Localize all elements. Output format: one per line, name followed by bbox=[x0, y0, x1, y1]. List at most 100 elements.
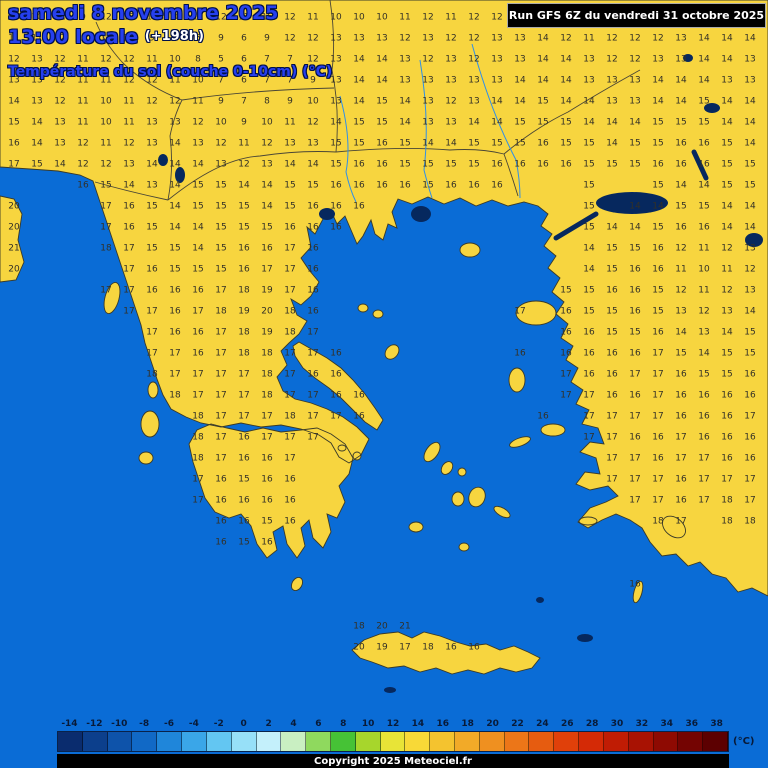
temp-value: 11 bbox=[307, 12, 319, 23]
temp-value: 14 bbox=[606, 222, 618, 233]
temp-value: 16 bbox=[238, 453, 250, 464]
temp-value: 14 bbox=[192, 222, 204, 233]
temp-value: 17 bbox=[123, 306, 135, 317]
temp-value: 16 bbox=[353, 180, 365, 191]
temp-value: 14 bbox=[514, 75, 526, 86]
temp-value: 13 bbox=[146, 117, 158, 128]
temp-value: 11 bbox=[123, 33, 135, 44]
scale-tick-label: 34 bbox=[660, 719, 674, 729]
temp-value: 16 bbox=[675, 411, 687, 422]
temp-value: 18 bbox=[284, 411, 296, 422]
temp-value: 16 bbox=[307, 201, 319, 212]
temp-value: 14 bbox=[537, 54, 549, 65]
temp-value: 17 bbox=[652, 348, 664, 359]
temp-value: 16 bbox=[652, 453, 664, 464]
temp-value: 18 bbox=[721, 495, 733, 506]
scale-tick-label: 18 bbox=[461, 719, 474, 729]
temp-value: 18 bbox=[284, 306, 296, 317]
temp-value: 15 bbox=[652, 117, 664, 128]
lakes-and-straits bbox=[158, 54, 763, 693]
temp-value: 16 bbox=[284, 516, 296, 527]
temp-value: 14 bbox=[698, 348, 710, 359]
temp-value: 14 bbox=[721, 33, 733, 44]
temp-value: 16 bbox=[652, 432, 664, 443]
temp-value: 14 bbox=[238, 180, 250, 191]
temp-value: 14 bbox=[330, 117, 342, 128]
temp-value: 11 bbox=[721, 264, 733, 275]
temp-value: 12 bbox=[445, 96, 457, 107]
temp-value: 12 bbox=[146, 96, 158, 107]
temp-value: 17 bbox=[652, 474, 664, 485]
temp-value: 15 bbox=[491, 138, 503, 149]
temp-value: 15 bbox=[399, 159, 411, 170]
temp-value: 20 bbox=[8, 264, 20, 275]
temp-value: 14 bbox=[560, 96, 572, 107]
temp-value: 15 bbox=[560, 285, 572, 296]
temp-value: 13 bbox=[146, 12, 158, 23]
temp-value: 11 bbox=[284, 117, 296, 128]
temp-value: 12 bbox=[284, 33, 296, 44]
temp-value: 15 bbox=[606, 327, 618, 338]
temp-value: 11 bbox=[675, 264, 687, 275]
temp-value: 11 bbox=[100, 138, 112, 149]
temp-value: 13 bbox=[744, 285, 756, 296]
scale-tick-label: 32 bbox=[635, 719, 649, 729]
scale-color-cell bbox=[455, 732, 480, 751]
temp-value: 17 bbox=[583, 390, 595, 401]
temp-value: 13 bbox=[675, 33, 687, 44]
scale-color-cell bbox=[479, 732, 505, 751]
temp-value: 17 bbox=[146, 306, 158, 317]
temp-value: 12 bbox=[422, 54, 434, 65]
scale-color-cell bbox=[703, 732, 728, 751]
temp-value: 17 bbox=[284, 285, 296, 296]
temp-value: 16 bbox=[330, 222, 342, 233]
temp-value: 12 bbox=[54, 96, 66, 107]
temp-value: 18 bbox=[721, 516, 733, 527]
temp-value: 16 bbox=[629, 285, 641, 296]
temp-value: 14 bbox=[399, 117, 411, 128]
temp-value: 13 bbox=[376, 33, 388, 44]
temp-value: 15 bbox=[744, 348, 756, 359]
temp-value: 6 bbox=[241, 75, 247, 86]
temp-value: 14 bbox=[491, 96, 503, 107]
temp-value: 13 bbox=[468, 96, 480, 107]
temp-value: 10 bbox=[307, 96, 319, 107]
temp-value: 14 bbox=[721, 117, 733, 128]
temp-value: 7 bbox=[264, 75, 270, 86]
temp-value: 13 bbox=[744, 75, 756, 86]
temp-value: 12 bbox=[8, 54, 20, 65]
temp-value: 16 bbox=[307, 285, 319, 296]
temp-value: 20 bbox=[261, 306, 273, 317]
temp-value: 16 bbox=[652, 327, 664, 338]
temp-value: 12 bbox=[100, 159, 112, 170]
temp-value: 11 bbox=[698, 243, 710, 254]
temp-value: 17 bbox=[307, 390, 319, 401]
temp-value: 13 bbox=[629, 96, 641, 107]
temp-value: 16 bbox=[238, 243, 250, 254]
temp-value: 11 bbox=[399, 12, 411, 23]
temp-value: 15 bbox=[629, 243, 641, 254]
temp-value: 13 bbox=[744, 243, 756, 254]
temp-value: 13 bbox=[675, 306, 687, 317]
temp-value: 17 bbox=[744, 474, 756, 485]
temp-value: 16 bbox=[238, 264, 250, 275]
temp-value: 12 bbox=[100, 12, 112, 23]
temp-value: 20 bbox=[8, 222, 20, 233]
temp-value: 13 bbox=[606, 75, 618, 86]
temp-value: 18 bbox=[652, 516, 664, 527]
scale-color-cell bbox=[678, 732, 704, 751]
temp-value: 11 bbox=[238, 138, 250, 149]
temp-value: 13 bbox=[399, 75, 411, 86]
temp-value: 12 bbox=[652, 33, 664, 44]
temp-value: 15 bbox=[675, 201, 687, 212]
temp-value: 6 bbox=[241, 33, 247, 44]
temp-value: 16 bbox=[284, 495, 296, 506]
temp-value: 16 bbox=[238, 495, 250, 506]
temp-value: 12 bbox=[238, 159, 250, 170]
temp-value: 12 bbox=[491, 12, 503, 23]
scale-tick-label: -4 bbox=[188, 719, 199, 729]
temp-value: 9 bbox=[264, 33, 270, 44]
temp-value: 14 bbox=[169, 180, 181, 191]
temp-value: 13 bbox=[54, 117, 66, 128]
temp-value: 15 bbox=[353, 138, 365, 149]
